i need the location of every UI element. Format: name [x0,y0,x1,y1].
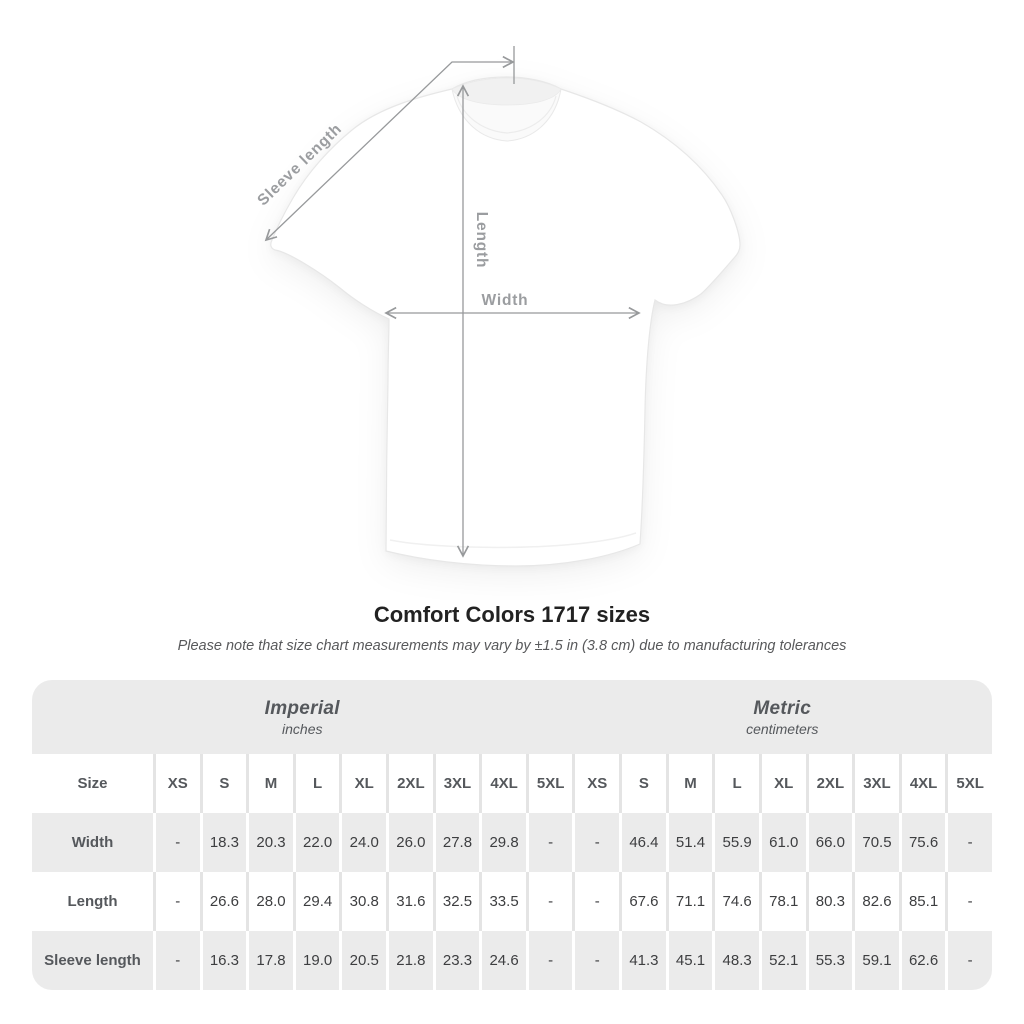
size-header-cell: M [246,754,293,813]
imperial-unit-label: inches [282,720,323,737]
value-cell: - [945,872,992,931]
metric-unit-label: centimeters [746,720,819,737]
value-cell: 26.6 [199,872,247,931]
value-cell: 19.0 [292,931,340,990]
size-header-cell: S [619,754,666,813]
value-cell: - [572,872,619,931]
size-header-cell: S [199,754,247,813]
value-cell: 20.5 [339,931,386,990]
value-cell: 17.8 [246,931,293,990]
value-cell: - [572,813,619,872]
value-cell: 75.6 [898,813,946,872]
row-label: Width [71,834,114,851]
value-cell: 24.0 [339,813,386,872]
size-header-cell: 4XL [479,754,526,813]
value-cell: - [525,931,573,990]
size-header-cell: 3XL [852,754,899,813]
value-cell: 28.0 [246,872,293,931]
value-cell: 46.4 [619,813,666,872]
hem-stitch [389,532,637,549]
table-row-length: Length - 26.6 28.0 29.4 30.8 31.6 32.5 3… [32,872,992,931]
value-cell: - [525,872,573,931]
size-header-cell: 3XL [432,754,480,813]
value-cell: 16.3 [199,931,247,990]
value-cell: 45.1 [665,931,713,990]
value-cell: 80.3 [805,872,853,931]
value-cell: 55.9 [712,813,759,872]
value-cell: 29.4 [292,872,340,931]
value-cell: 32.5 [432,872,480,931]
value-cell: 26.0 [386,813,433,872]
value-cell: 52.1 [758,931,806,990]
value-cell: 74.6 [712,872,759,931]
size-header-cell: 2XL [386,754,433,813]
size-header-cell: 4XL [898,754,946,813]
units-header-row: Imperial inches Metric centimeters [32,680,992,754]
length-label: Length [473,212,490,268]
value-cell: - [572,931,619,990]
row-label: Sleeve length [44,952,141,969]
value-cell: - [525,813,573,872]
size-header-cell: XL [339,754,386,813]
size-chart-note: Please note that size chart measurements… [177,638,847,654]
imperial-group-header: Imperial inches [32,680,573,754]
value-cell: 51.4 [665,813,713,872]
value-cell: 33.5 [479,872,526,931]
value-cell: 18.3 [199,813,247,872]
value-cell: 20.3 [246,813,293,872]
value-cell: 41.3 [619,931,666,990]
imperial-label: Imperial [264,697,340,719]
size-header-cell: 5XL [945,754,992,813]
value-cell: - [945,931,992,990]
size-header-cell: L [712,754,759,813]
size-header-row: Size XS S M L XL 2XL 3XL 4XL 5XL XS S M … [32,754,992,813]
size-chart-title: Comfort Colors 1717 sizes [373,602,651,627]
size-header-cell: XS [572,754,619,813]
size-header-cell: 2XL [805,754,853,813]
table-row-sleeve-length: Sleeve length - 16.3 17.8 19.0 20.5 21.8… [32,931,992,990]
value-cell: 61.0 [758,813,806,872]
value-cell: 59.1 [852,931,899,990]
value-cell: 27.8 [432,813,480,872]
value-cell: 22.0 [292,813,340,872]
size-chart-table: Imperial inches Metric centimeters Size … [32,680,992,990]
width-label: Width [482,292,529,309]
value-cell: 24.6 [479,931,526,990]
value-cell: 48.3 [712,931,759,990]
value-cell: 85.1 [898,872,946,931]
size-header-cell: XS [153,754,200,813]
value-cell: - [153,872,200,931]
value-cell: - [153,931,200,990]
value-cell: 70.5 [852,813,899,872]
value-cell: 66.0 [805,813,853,872]
size-header-cell: 5XL [525,754,573,813]
value-cell: - [153,813,200,872]
value-cell: 31.6 [386,872,433,931]
value-cell: 67.6 [619,872,666,931]
value-cell: 29.8 [479,813,526,872]
tshirt-measurement-diagram: Sleeve length Length Width [254,46,741,567]
value-cell: - [945,813,992,872]
table-row-width: Width - 18.3 20.3 22.0 24.0 26.0 27.8 29… [32,813,992,872]
metric-group-header: Metric centimeters [573,680,993,754]
size-header-cell: XL [758,754,806,813]
value-cell: 55.3 [805,931,853,990]
size-header-cell: L [292,754,340,813]
value-cell: 30.8 [339,872,386,931]
sleeve-length-arrow [264,55,515,242]
value-cell: 78.1 [758,872,806,931]
size-column-header: Size [77,775,108,792]
tshirt-graphic [270,76,741,567]
row-label: Length [67,893,118,910]
size-header-cell: M [665,754,713,813]
value-cell: 71.1 [665,872,713,931]
value-cell: 82.6 [852,872,899,931]
value-cell: 21.8 [386,931,433,990]
value-cell: 23.3 [432,931,480,990]
value-cell: 62.6 [898,931,946,990]
metric-label: Metric [753,697,812,719]
